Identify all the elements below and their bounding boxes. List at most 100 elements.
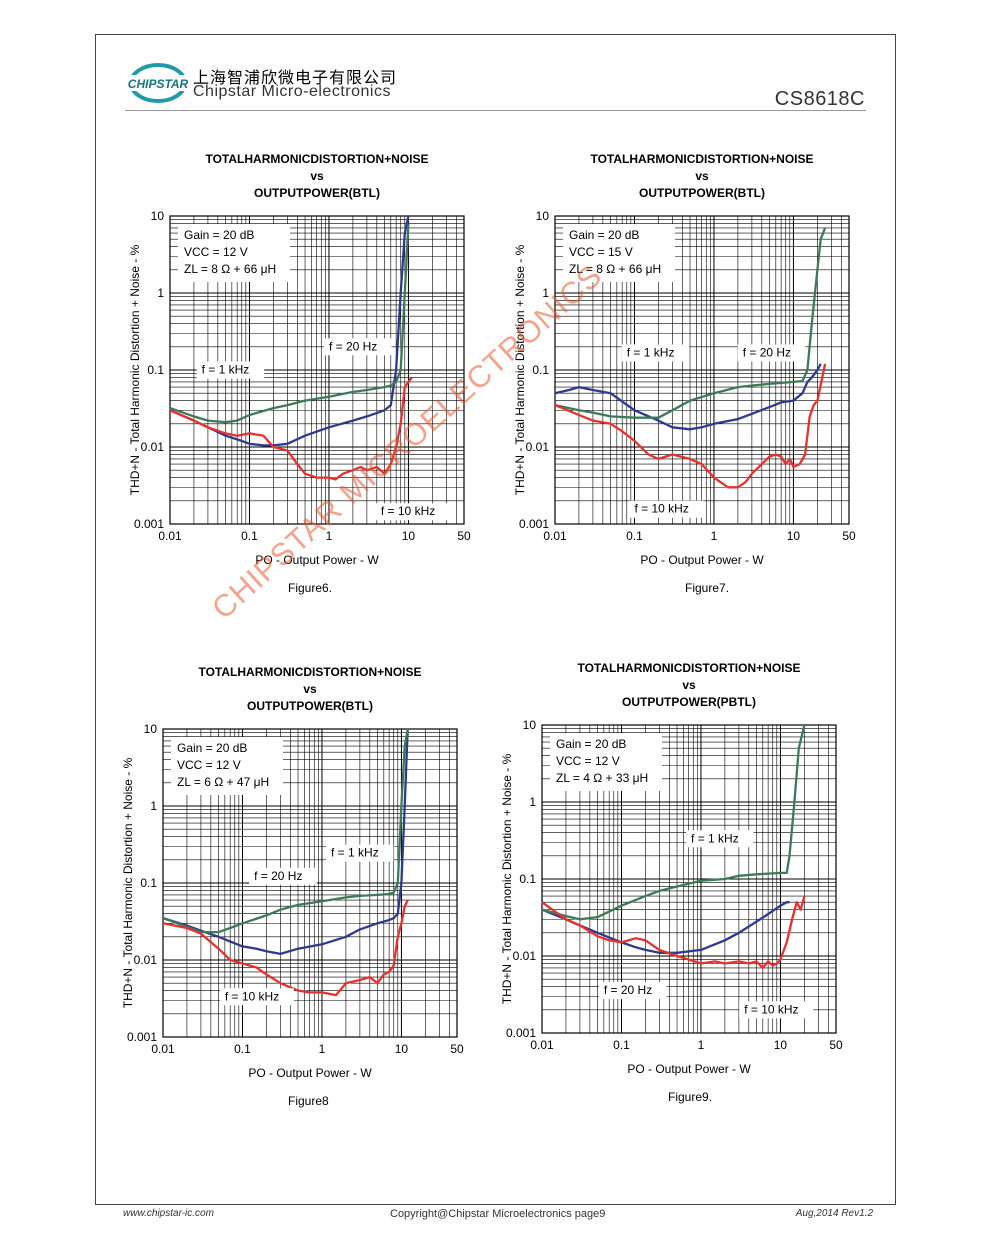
x-tick-label: 10 [774,1038,788,1052]
footer-revision: Aug,2014 Rev1.2 [795,1208,873,1219]
condition-label: VCC = 12 V [184,245,248,259]
y-tick-label: 0.1 [532,363,549,377]
series-line-blue [169,215,410,447]
chart-title-line: vs [695,169,709,183]
annotation-label: f = 1 kHz [627,345,675,359]
chart-figure9: TOTALHARMONICDISTORTION+NOISE vs OUTPUTPOW… [497,654,867,1079]
plot-frame [169,215,465,525]
x-axis-label: PO - Output Power - W [627,1062,751,1076]
series-line-green [554,227,827,419]
y-tick-label: 1 [542,286,549,300]
footer-copyright: Copyright@Chipstar Microelectronics page… [390,1208,606,1220]
logo-text: CHIPSTAR [128,77,188,91]
annotation-label: f = 20 Hz [254,869,302,883]
company-name-en: Chipstar Micro-electronics [193,83,391,100]
x-axis-label: PO - Output Power - W [255,553,379,567]
header-divider [125,110,866,111]
annotation-box [219,988,294,1006]
chart-figure8: TOTALHARMONICDISTORTION+NOISE vs OUTPUTPOW… [118,658,478,1083]
annotation-box [621,344,690,362]
series-line-green [162,728,409,934]
condition-label: Gain = 20 dB [184,228,254,242]
y-tick-label: 0.01 [134,953,158,967]
y-tick-label: 1 [157,286,164,300]
condition-label: ZL = 8 Ω + 66 μH [184,262,276,276]
chart-title-line: OUTPUTPOWER(BTL) [254,186,380,200]
y-axis-label: THD+N - Total Harmonic Distortion + Nois… [128,244,142,495]
x-tick-label: 10 [787,529,801,543]
y-axis-label: THD+N - Total Harmonic Distortion + Nois… [121,757,135,1008]
x-tick-label: 50 [457,529,471,543]
series-line-blue [162,728,409,956]
x-tick-label: 0.01 [151,1042,175,1056]
series-line-red [162,899,409,997]
x-tick-label: 0.01 [543,529,567,543]
y-tick-label: 0.001 [134,517,164,531]
x-tick-label: 1 [326,529,333,543]
series-line-red [554,363,827,489]
annotation-label: f = 10 kHz [744,1002,798,1016]
part-number: CS8618C [774,88,865,110]
y-tick-label: 0.01 [526,440,550,454]
annotation-label: f = 20 Hz [604,983,652,997]
conditions-box [171,737,283,795]
annotation-box [629,500,704,518]
y-tick-label: 1 [529,795,536,809]
chart-title-line: TOTALHARMONICDISTORTION+NOISE [205,152,428,166]
x-tick-label: 0.1 [626,529,643,543]
x-tick-label: 0.1 [241,529,258,543]
series-line-blue [554,363,822,431]
annotation-label: f = 1 kHz [202,363,250,377]
x-tick-label: 0.01 [530,1038,554,1052]
y-tick-label: 10 [523,718,537,732]
x-tick-label: 0.1 [613,1038,630,1052]
x-tick-label: 1 [698,1038,705,1052]
chart-figure6: TOTALHARMONICDISTORTION+NOISE vs OUTPUTPOW… [125,145,475,570]
x-tick-label: 10 [395,1042,409,1056]
y-tick-label: 0.1 [140,876,157,890]
y-tick-label: 0.1 [519,872,536,886]
annotation-box [598,982,667,1000]
chipstar-logo: CHIPSTAR [128,63,188,103]
y-tick-label: 0.01 [141,440,165,454]
chart-title-line: TOTALHARMONICDISTORTION+NOISE [590,152,813,166]
plot-frame [541,724,837,1034]
caption-figure8: Figure8 [288,1094,329,1108]
annotation-box [323,338,392,356]
y-tick-label: 1 [150,799,157,813]
annotation-box [196,361,265,379]
chart-title-line: OUTPUTPOWER(PBTL) [622,695,756,709]
condition-label: ZL = 4 Ω + 33 μH [556,771,648,785]
x-tick-label: 0.01 [158,529,182,543]
y-axis-label: THD+N - Total Harmonic Distortion + Nois… [513,244,527,495]
chart-title-line: TOTALHARMONICDISTORTION+NOISE [198,665,421,679]
chart-figure7: TOTALHARMONICDISTORTION+NOISE vs OUTPUTPOW… [510,145,880,570]
annotation-label: f = 1 kHz [331,846,379,860]
y-tick-label: 0.001 [519,517,549,531]
y-tick-label: 0.01 [513,949,537,963]
chart-title-line: vs [303,682,317,696]
series-line-green [541,724,806,921]
series-line-green [169,223,410,424]
series-line-blue [541,901,790,954]
y-tick-label: 10 [151,209,165,223]
y-tick-label: 0.001 [127,1030,157,1044]
x-tick-label: 50 [842,529,856,543]
y-tick-label: 0.001 [506,1026,536,1040]
plot-frame [554,215,850,525]
x-axis-label: PO - Output Power - W [640,553,764,567]
annotation-box [739,1001,814,1019]
condition-label: VCC = 12 V [556,754,620,768]
plot-frame [162,728,458,1038]
chart-title-line: TOTALHARMONICDISTORTION+NOISE [577,661,800,675]
condition-label: Gain = 20 dB [569,228,639,242]
x-axis-label: PO - Output Power - W [248,1066,372,1080]
condition-label: VCC = 15 V [569,245,633,259]
conditions-box [563,224,675,282]
condition-label: ZL = 8 Ω + 66 μH [569,262,661,276]
annotation-label: f = 1 kHz [691,831,739,845]
x-tick-label: 10 [402,529,416,543]
annotation-box [737,344,806,362]
conditions-box [178,224,290,282]
footer-website[interactable]: www.chipstar-ic.com [123,1208,214,1219]
